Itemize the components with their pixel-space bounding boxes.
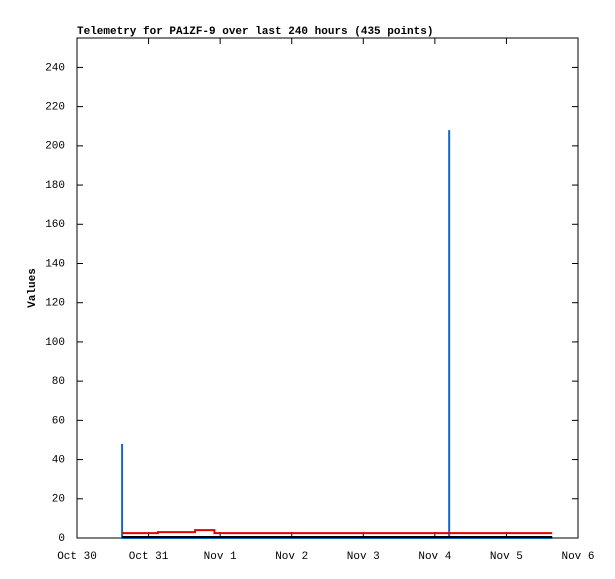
x-tick-label: Oct 30 bbox=[57, 551, 97, 563]
series-line bbox=[122, 529, 553, 535]
y-axis-label: Values bbox=[27, 268, 39, 308]
x-tick-label: Nov 3 bbox=[347, 551, 380, 563]
y-tick-label: 60 bbox=[52, 415, 65, 427]
y-tick-label: 20 bbox=[52, 494, 65, 506]
y-tick-label: 240 bbox=[45, 62, 65, 74]
y-tick-label: 40 bbox=[52, 454, 65, 466]
x-tick-label: Oct 31 bbox=[129, 551, 169, 563]
series-line bbox=[121, 130, 553, 539]
y-tick-label: 180 bbox=[45, 180, 65, 192]
x-tick-label: Nov 2 bbox=[275, 551, 308, 563]
y-tick-label: 80 bbox=[52, 376, 65, 388]
chart-title: Telemetry for PA1ZF-9 over last 240 hour… bbox=[77, 26, 433, 38]
y-tick-label: 0 bbox=[58, 533, 65, 545]
x-tick-label: Nov 1 bbox=[204, 551, 237, 563]
plot-frame bbox=[76, 37, 579, 539]
y-tick-label: 100 bbox=[45, 337, 65, 349]
y-tick-label: 160 bbox=[45, 219, 65, 231]
y-tick-label: 140 bbox=[45, 258, 65, 270]
x-tick-label: Nov 6 bbox=[561, 551, 594, 563]
y-tick-label: 200 bbox=[45, 141, 65, 153]
x-tick-label: Nov 4 bbox=[418, 551, 451, 563]
y-tick-label: 120 bbox=[45, 298, 65, 310]
x-tick-label: Nov 5 bbox=[490, 551, 523, 563]
y-tick-label: 220 bbox=[45, 102, 65, 114]
